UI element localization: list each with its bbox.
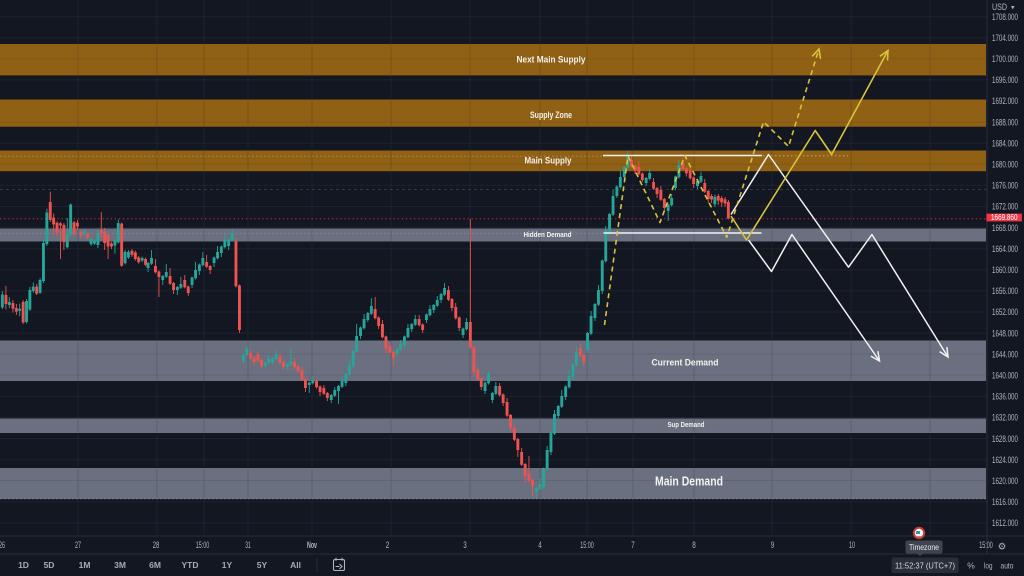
svg-text:31: 31: [245, 540, 251, 550]
svg-text:1636.000: 1636.000: [992, 392, 1018, 402]
svg-text:4: 4: [538, 540, 542, 550]
svg-text:10: 10: [849, 540, 855, 550]
svg-text:26: 26: [0, 540, 5, 550]
svg-text:%: %: [967, 560, 975, 570]
svg-text:1624.000: 1624.000: [992, 455, 1018, 465]
svg-text:1616.000: 1616.000: [992, 497, 1018, 507]
svg-text:9: 9: [771, 540, 775, 550]
svg-text:1612.000: 1612.000: [992, 518, 1018, 528]
svg-text:auto: auto: [1001, 560, 1014, 570]
svg-text:Supply Zone: Supply Zone: [530, 110, 572, 120]
svg-text:5Y: 5Y: [257, 560, 268, 570]
svg-text:1708.000: 1708.000: [992, 12, 1018, 22]
svg-text:1D: 1D: [18, 560, 29, 570]
svg-text:Sup Demand: Sup Demand: [668, 420, 705, 429]
svg-text:Next Main Supply: Next Main Supply: [517, 55, 586, 65]
svg-text:1M: 1M: [79, 560, 91, 570]
svg-text:1684.000: 1684.000: [992, 138, 1018, 148]
svg-text:1669.860: 1669.860: [991, 212, 1018, 222]
svg-text:All: All: [290, 560, 301, 570]
svg-text:1696.000: 1696.000: [992, 75, 1018, 85]
svg-text:7: 7: [631, 540, 635, 550]
svg-text:1628.000: 1628.000: [992, 434, 1018, 444]
svg-text:8: 8: [692, 540, 696, 550]
svg-text:1660.000: 1660.000: [992, 265, 1018, 275]
svg-text:1668.000: 1668.000: [992, 223, 1018, 233]
svg-text:1704.000: 1704.000: [992, 33, 1018, 43]
svg-text:1656.000: 1656.000: [992, 286, 1018, 296]
svg-text:log: log: [984, 560, 993, 570]
svg-text:5D: 5D: [44, 560, 55, 570]
svg-text:1652.000: 1652.000: [992, 307, 1018, 317]
svg-text:Current Demand: Current Demand: [652, 358, 719, 368]
svg-text:6M: 6M: [149, 560, 161, 570]
svg-text:1640.000: 1640.000: [992, 371, 1018, 381]
svg-text:Hidden Demand: Hidden Demand: [524, 230, 572, 239]
svg-text:1648.000: 1648.000: [992, 328, 1018, 338]
svg-text:▾: ▾: [1011, 5, 1015, 12]
svg-text:Timezone: Timezone: [909, 543, 939, 552]
svg-text:1632.000: 1632.000: [992, 413, 1018, 423]
svg-text:Main Demand: Main Demand: [655, 475, 723, 489]
svg-text:1700.000: 1700.000: [992, 54, 1018, 64]
svg-text:⚙: ⚙: [998, 542, 1007, 553]
svg-text:15:00: 15:00: [196, 540, 210, 550]
svg-text:11:52:37 (UTC+7): 11:52:37 (UTC+7): [895, 560, 955, 570]
svg-text:3M: 3M: [114, 560, 126, 570]
svg-text:2: 2: [386, 540, 390, 550]
svg-text:Nov: Nov: [307, 540, 317, 550]
svg-text:1680.000: 1680.000: [992, 160, 1018, 170]
svg-text:1692.000: 1692.000: [992, 96, 1018, 106]
svg-text:1620.000: 1620.000: [992, 476, 1018, 486]
svg-text:15:00: 15:00: [580, 540, 594, 550]
svg-text:27: 27: [75, 540, 81, 550]
svg-text:3: 3: [463, 540, 467, 550]
svg-text:1676.000: 1676.000: [992, 181, 1018, 191]
svg-text:1Y: 1Y: [222, 560, 233, 570]
svg-text:YTD: YTD: [182, 560, 199, 570]
svg-text:1672.000: 1672.000: [992, 202, 1018, 212]
svg-text:28: 28: [153, 540, 160, 550]
svg-text:USD: USD: [992, 2, 1007, 12]
svg-text:1688.000: 1688.000: [992, 117, 1018, 127]
svg-text:Main Supply: Main Supply: [525, 156, 572, 166]
svg-text:1664.000: 1664.000: [992, 244, 1018, 254]
svg-text:15:00: 15:00: [979, 540, 993, 550]
svg-text:1644.000: 1644.000: [992, 349, 1018, 359]
